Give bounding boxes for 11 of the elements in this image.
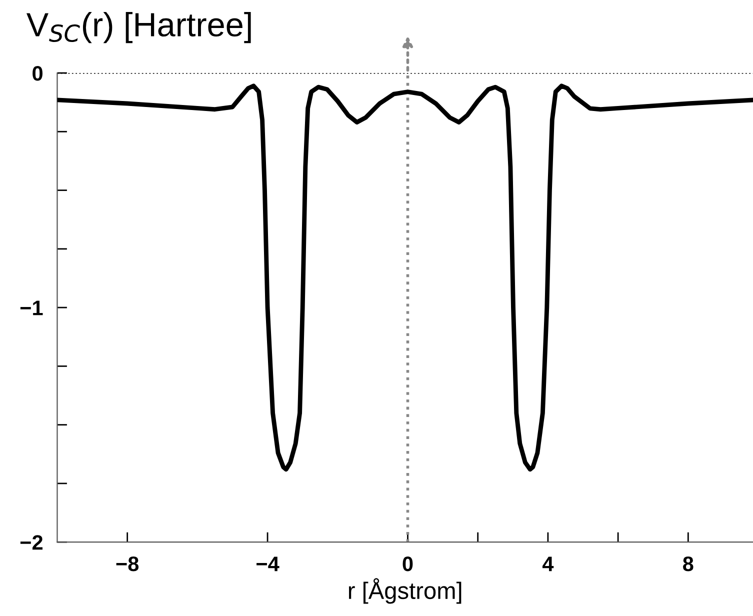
x-tick-label: −4 xyxy=(256,556,280,572)
x-tick-label: 8 xyxy=(683,556,694,572)
y-tick-label: −2 xyxy=(20,535,43,550)
x-axis-title: r [Ågstrom] xyxy=(348,578,462,604)
x-tick-label: 0 xyxy=(402,556,413,572)
x-tick-label: −8 xyxy=(116,556,139,572)
x-tick-label: 4 xyxy=(542,556,554,572)
line-series xyxy=(57,84,753,472)
y-tick-label: 0 xyxy=(32,66,42,81)
chart-title: V$_{SC}$(r) [Hartree] xyxy=(26,12,251,44)
y-tick-label: −1 xyxy=(20,300,43,316)
